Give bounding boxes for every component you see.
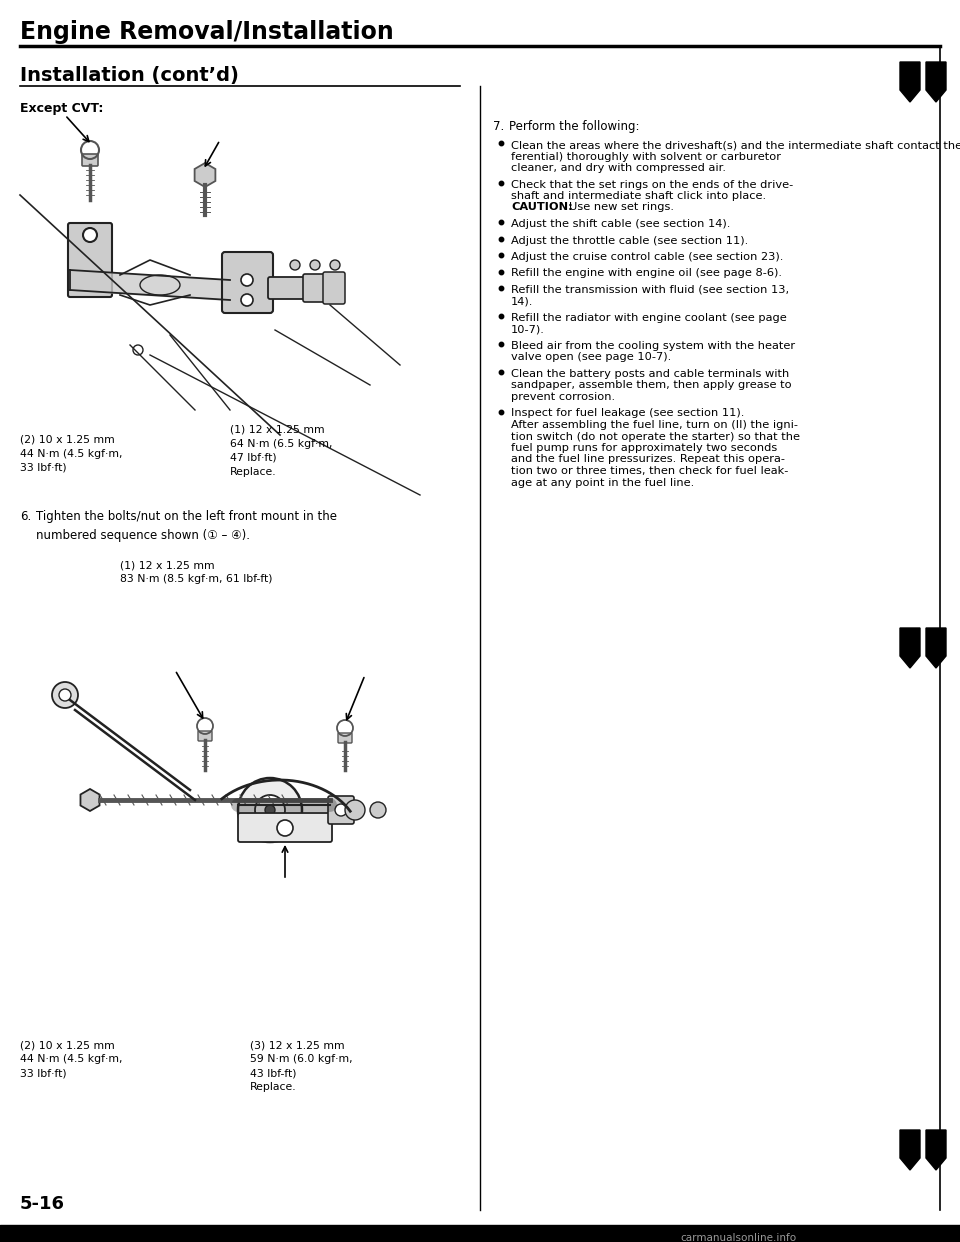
FancyBboxPatch shape	[68, 224, 112, 297]
FancyBboxPatch shape	[238, 814, 332, 842]
Text: Installation (cont’d): Installation (cont’d)	[20, 66, 239, 84]
Polygon shape	[900, 62, 920, 102]
Circle shape	[335, 804, 347, 816]
Text: sandpaper, assemble them, then apply grease to: sandpaper, assemble them, then apply gre…	[511, 380, 792, 390]
Polygon shape	[900, 628, 920, 668]
Text: Refill the transmission with fluid (see section 13,: Refill the transmission with fluid (see …	[511, 284, 789, 296]
Text: Adjust the shift cable (see section 14).: Adjust the shift cable (see section 14).	[511, 219, 731, 229]
Text: (3) 12 x 1.25 mm
59 N·m (6.0 kgf·m,
43 lbf-ft)
Replace.: (3) 12 x 1.25 mm 59 N·m (6.0 kgf·m, 43 l…	[250, 1040, 352, 1092]
Polygon shape	[926, 62, 946, 102]
Text: age at any point in the fuel line.: age at any point in the fuel line.	[511, 477, 694, 488]
FancyBboxPatch shape	[82, 154, 98, 166]
Circle shape	[241, 274, 253, 286]
FancyBboxPatch shape	[198, 732, 212, 741]
Text: tion two or three times, then check for fuel leak-: tion two or three times, then check for …	[511, 466, 788, 476]
FancyBboxPatch shape	[328, 796, 354, 823]
Circle shape	[330, 260, 340, 270]
Text: Engine Removal/Installation: Engine Removal/Installation	[20, 20, 394, 43]
Text: Refill the engine with engine oil (see page 8-6).: Refill the engine with engine oil (see p…	[511, 268, 782, 278]
Circle shape	[370, 802, 386, 818]
Circle shape	[52, 682, 78, 708]
Text: carmanualsonline.info: carmanualsonline.info	[680, 1233, 796, 1242]
Text: and the fuel line pressurizes. Repeat this opera-: and the fuel line pressurizes. Repeat th…	[511, 455, 785, 465]
Text: Inspect for fuel leakage (see section 11).: Inspect for fuel leakage (see section 11…	[511, 409, 744, 419]
FancyBboxPatch shape	[268, 277, 307, 299]
Text: Check that the set rings on the ends of the drive-: Check that the set rings on the ends of …	[511, 180, 793, 190]
Text: prevent corrosion.: prevent corrosion.	[511, 392, 615, 402]
Text: cleaner, and dry with compressed air.: cleaner, and dry with compressed air.	[511, 163, 726, 173]
Text: tion switch (do not operate the starter) so that the: tion switch (do not operate the starter)…	[511, 431, 800, 441]
Circle shape	[255, 795, 285, 825]
Text: (1) 12 x 1.25 mm
64 N·m (6.5 kgf·m,
47 lbf·ft)
Replace.: (1) 12 x 1.25 mm 64 N·m (6.5 kgf·m, 47 l…	[230, 425, 332, 477]
Text: Tighten the bolts/nut on the left front mount in the
numbered sequence shown (① : Tighten the bolts/nut on the left front …	[36, 510, 337, 542]
Polygon shape	[926, 1130, 946, 1170]
Circle shape	[59, 689, 71, 700]
Text: 14).: 14).	[511, 297, 534, 307]
Text: Use new set rings.: Use new set rings.	[569, 202, 674, 212]
Circle shape	[241, 294, 253, 306]
Text: Clean the areas where the driveshaft(s) and the intermediate shaft contact the t: Clean the areas where the driveshaft(s) …	[511, 140, 960, 150]
Text: valve open (see page 10-7).: valve open (see page 10-7).	[511, 353, 671, 363]
Text: Refill the radiator with engine coolant (see page: Refill the radiator with engine coolant …	[511, 313, 787, 323]
Circle shape	[83, 229, 97, 242]
Circle shape	[238, 777, 302, 842]
Circle shape	[290, 260, 300, 270]
Text: Adjust the throttle cable (see section 11).: Adjust the throttle cable (see section 1…	[511, 236, 748, 246]
Polygon shape	[900, 1130, 920, 1170]
Text: Except CVT:: Except CVT:	[20, 102, 104, 116]
Circle shape	[277, 820, 293, 836]
Text: 7.: 7.	[493, 120, 504, 133]
FancyBboxPatch shape	[323, 272, 345, 304]
Text: (1) 12 x 1.25 mm
83 N·m (8.5 kgf·m, 61 lbf-ft): (1) 12 x 1.25 mm 83 N·m (8.5 kgf·m, 61 l…	[120, 560, 273, 584]
Text: 10-7).: 10-7).	[511, 324, 545, 334]
Text: 6.: 6.	[20, 510, 32, 523]
Text: After assembling the fuel line, turn on (II) the igni-: After assembling the fuel line, turn on …	[511, 420, 798, 430]
Text: (2) 10 x 1.25 mm
44 N·m (4.5 kgf·m,
33 lbf·ft): (2) 10 x 1.25 mm 44 N·m (4.5 kgf·m, 33 l…	[20, 1040, 123, 1078]
FancyBboxPatch shape	[338, 733, 352, 743]
Polygon shape	[926, 628, 946, 668]
Text: Perform the following:: Perform the following:	[509, 120, 639, 133]
Text: fuel pump runs for approximately two seconds: fuel pump runs for approximately two sec…	[511, 443, 778, 453]
Text: CAUTION:: CAUTION:	[511, 202, 573, 212]
Text: ferential) thoroughly with solvent or carburetor: ferential) thoroughly with solvent or ca…	[511, 152, 781, 161]
Text: 5-16: 5-16	[20, 1195, 65, 1213]
Text: Bleed air from the cooling system with the heater: Bleed air from the cooling system with t…	[511, 342, 795, 351]
Text: Clean the battery posts and cable terminals with: Clean the battery posts and cable termin…	[511, 369, 789, 379]
FancyBboxPatch shape	[222, 252, 273, 313]
FancyBboxPatch shape	[303, 274, 327, 302]
Text: shaft and intermediate shaft click into place.: shaft and intermediate shaft click into …	[511, 191, 766, 201]
Circle shape	[265, 805, 275, 815]
Text: Adjust the cruise control cable (see section 23).: Adjust the cruise control cable (see sec…	[511, 252, 783, 262]
Text: (2) 10 x 1.25 mm
44 N·m (4.5 kgf·m,
33 lbf·ft): (2) 10 x 1.25 mm 44 N·m (4.5 kgf·m, 33 l…	[20, 435, 123, 473]
Circle shape	[345, 800, 365, 820]
Circle shape	[310, 260, 320, 270]
